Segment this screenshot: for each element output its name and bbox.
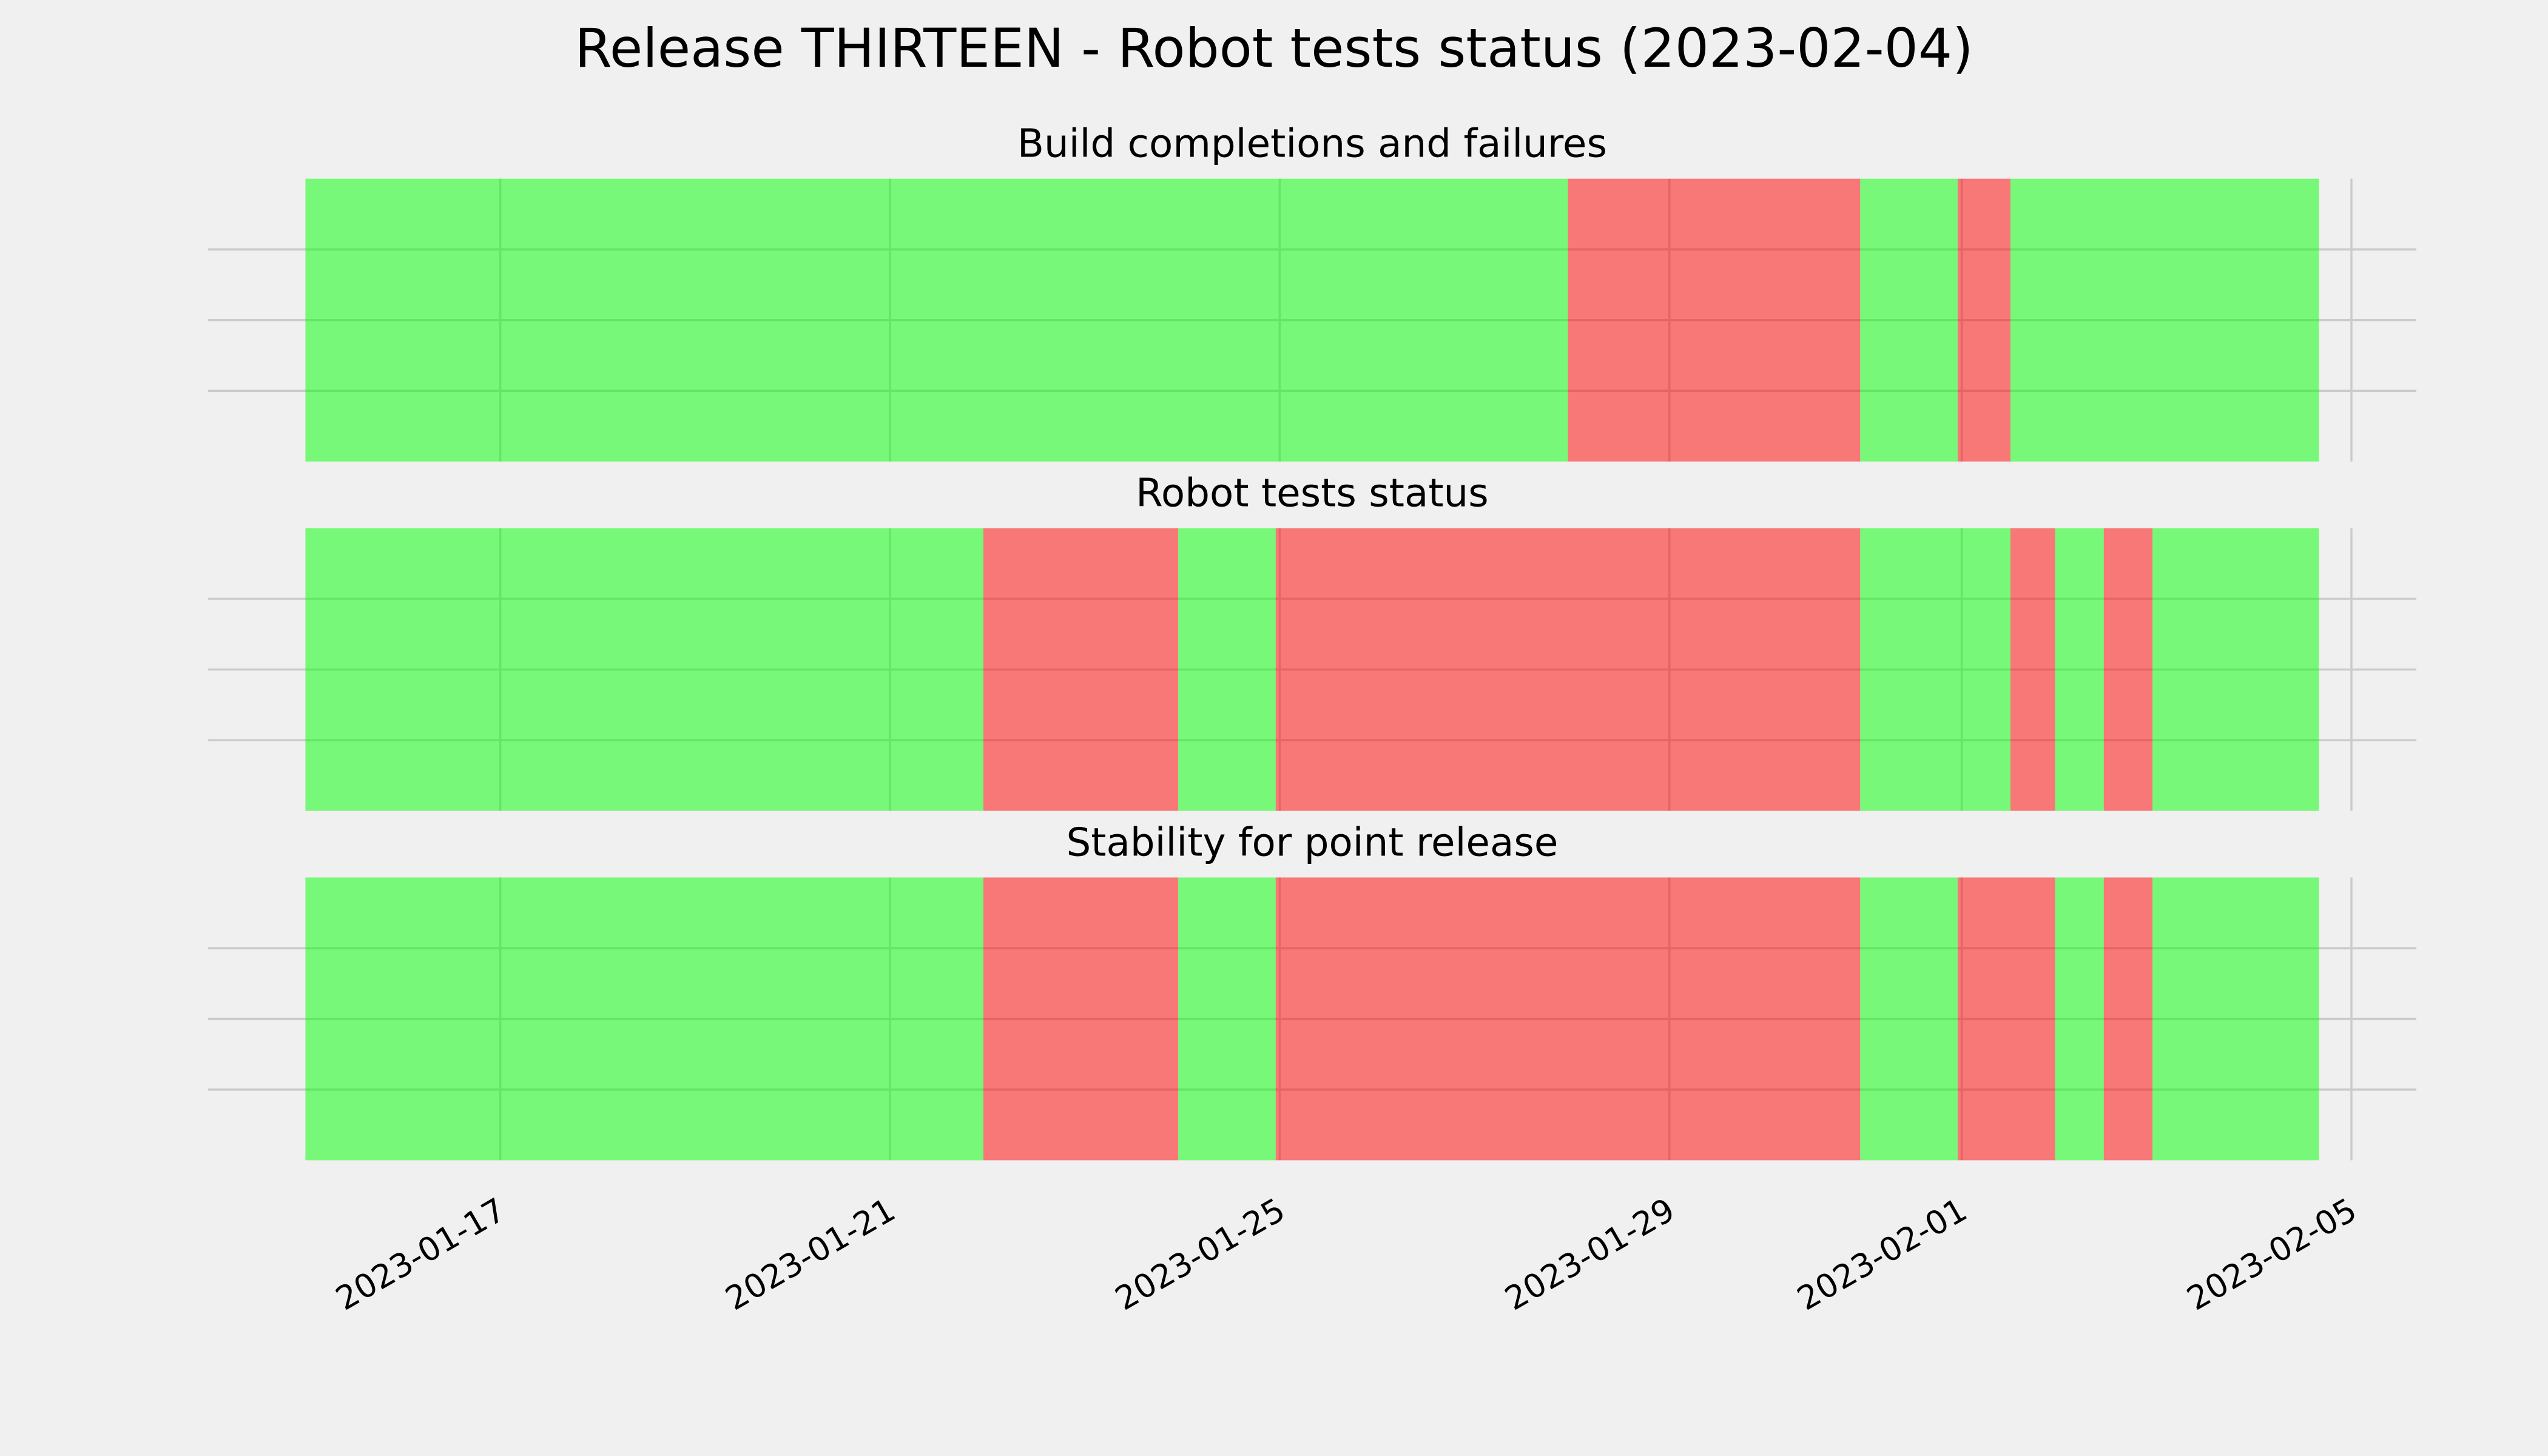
status-segment [1568,178,1861,462]
status-segment [2010,528,2055,811]
status-segment [1860,528,2010,811]
status-segment [305,877,983,1161]
status-segment [1275,877,1861,1161]
status-segment [1275,528,1861,811]
status-segment [2152,528,2319,811]
status-segment [2055,528,2104,811]
status-segment [2055,877,2104,1161]
status-segment [2103,528,2153,811]
panel-title: Build completions and failures [1017,121,1607,167]
panel-title: Robot tests status [1136,471,1489,516]
status-segment [1178,877,1276,1161]
status-segment [2010,178,2319,462]
panel-title: Stability for point release [1067,820,1559,865]
status-segment [1860,178,1958,462]
chart-title: Release THIRTEEN - Robot tests status (2… [575,17,1973,79]
status-segment [1957,178,2010,462]
status-segment [1860,877,1958,1161]
status-segment [1957,877,2055,1161]
status-segment [305,178,1568,462]
status-segment [983,877,1179,1161]
status-segment [2152,877,2319,1161]
status-segment [305,528,983,811]
status-segment [1178,528,1276,811]
status-segment [2103,877,2153,1161]
status-segment [983,528,1179,811]
